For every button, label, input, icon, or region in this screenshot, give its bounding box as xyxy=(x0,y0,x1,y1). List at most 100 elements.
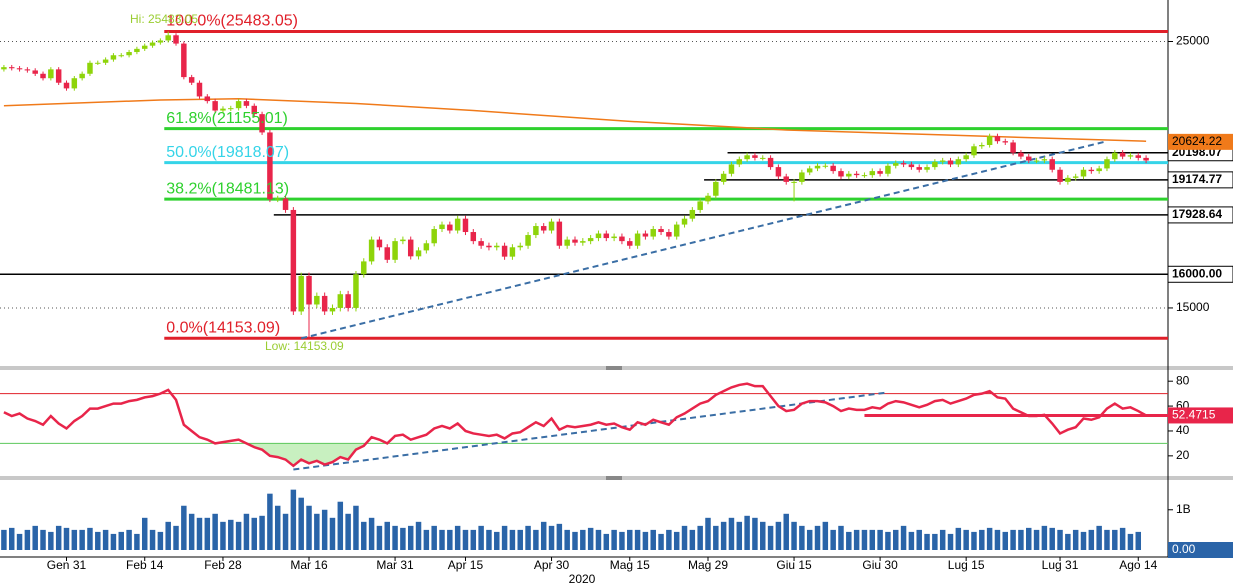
volume-bar xyxy=(407,525,414,550)
candle-body xyxy=(181,43,187,78)
candle-body xyxy=(1096,168,1102,172)
volume-bar xyxy=(525,525,531,550)
candle-body xyxy=(885,165,891,174)
volume-bar xyxy=(540,521,547,550)
candle-body xyxy=(337,294,344,308)
volume-bar xyxy=(501,525,508,550)
volume-bar xyxy=(673,531,680,550)
y-tick-label: 1B xyxy=(1176,502,1191,516)
candle-body xyxy=(298,275,304,312)
candle-body xyxy=(673,224,680,237)
volume-bar xyxy=(900,525,907,550)
candle-body xyxy=(1119,152,1126,157)
candle-body xyxy=(306,275,312,305)
candle-body xyxy=(486,245,492,248)
volume-bar xyxy=(16,533,23,550)
candle-body xyxy=(580,241,586,243)
volume-bar xyxy=(447,529,453,550)
panel-handle xyxy=(606,476,622,480)
candle-body xyxy=(1135,155,1142,158)
volume-bar xyxy=(267,493,273,550)
candle-body xyxy=(720,173,727,182)
candle-body xyxy=(63,82,70,89)
x-tick-label: Gen 31 xyxy=(47,558,87,572)
volume-bar xyxy=(580,529,586,550)
volume-bar xyxy=(783,513,789,550)
candle-body xyxy=(587,238,594,242)
volume-bar xyxy=(791,521,797,550)
volume-bar xyxy=(548,525,555,550)
candle-body xyxy=(971,146,977,156)
volume-bar xyxy=(486,529,492,550)
volume-bar xyxy=(1065,533,1071,550)
x-tick-label: Mar 31 xyxy=(376,558,414,572)
ma-tag-label: 20624.22 xyxy=(1172,134,1222,148)
candle-body xyxy=(267,132,273,200)
candle-body xyxy=(447,224,453,231)
candle-body xyxy=(697,201,703,210)
candle-body xyxy=(1088,169,1095,172)
level-tag-label: 16000.00 xyxy=(1172,266,1222,280)
volume-bar xyxy=(1104,529,1110,550)
candle-body xyxy=(212,101,218,111)
volume-bar xyxy=(290,489,297,550)
level-tag xyxy=(1167,206,1233,224)
candle-body xyxy=(95,62,101,64)
moving-average xyxy=(3,98,1147,142)
volume-bar xyxy=(509,529,516,550)
volume-bar xyxy=(32,525,38,550)
candle-body xyxy=(681,218,688,225)
candle-body xyxy=(243,101,250,106)
labels: 25000 15000 100.0%(25483.05) 61.8%(21155.01… xyxy=(47,12,1233,586)
candle-body xyxy=(79,73,85,79)
volume-bar xyxy=(650,529,656,550)
fib-label: 0.0%(14153.09) xyxy=(166,319,280,336)
oversold-fill xyxy=(3,443,1147,466)
candle-body xyxy=(16,68,23,70)
volume-bar xyxy=(188,513,195,550)
volume-bar xyxy=(165,521,171,550)
candle-body xyxy=(376,239,383,248)
candle-body xyxy=(806,168,813,173)
volume-bar xyxy=(924,533,930,550)
candle-body xyxy=(407,239,414,257)
volume-bar xyxy=(752,517,758,550)
volume-bar xyxy=(157,531,164,550)
candle-body xyxy=(329,307,336,312)
volume-bar xyxy=(282,513,289,550)
volume-bar xyxy=(228,519,234,550)
volume-bar xyxy=(611,529,617,550)
volume-bar xyxy=(713,525,719,550)
level-tag-label: 17928.64 xyxy=(1172,207,1222,221)
volume-bar xyxy=(1,529,7,550)
trendline xyxy=(300,140,1108,340)
volume-bar xyxy=(908,531,915,550)
volume-bar xyxy=(8,527,15,550)
volume-bar xyxy=(431,525,437,550)
volume-bar xyxy=(1135,531,1142,550)
volume-bar xyxy=(376,525,383,550)
candle-body xyxy=(525,235,531,246)
candle-body xyxy=(204,96,211,102)
volume-bar xyxy=(321,509,328,550)
candle-body xyxy=(548,221,555,231)
candle-body xyxy=(134,48,140,53)
candle-body xyxy=(321,295,328,312)
y-tick-label: 80 xyxy=(1176,373,1190,387)
volume-bar xyxy=(298,497,304,550)
volume-bar xyxy=(572,531,578,550)
volume-bar xyxy=(400,527,406,550)
volume-bar xyxy=(1002,531,1009,550)
x-tick-label: Apr 15 xyxy=(448,558,484,572)
volume-bar xyxy=(822,521,829,550)
y-tick-label: 15000 xyxy=(1176,300,1210,314)
volume-bar xyxy=(235,521,242,550)
volume-bar xyxy=(603,533,610,550)
volume-bar xyxy=(1057,529,1063,550)
volume-bar xyxy=(110,533,117,550)
volume-bar xyxy=(423,529,430,550)
volume-tag-label: 0.00 xyxy=(1172,542,1196,556)
candle-body xyxy=(478,241,484,246)
volume-bar xyxy=(55,525,62,550)
